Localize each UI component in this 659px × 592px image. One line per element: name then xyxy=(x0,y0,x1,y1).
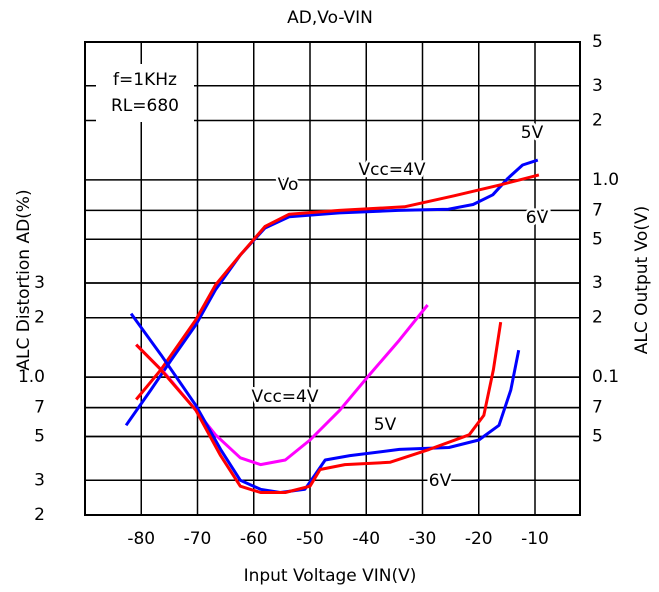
x-tick-label: -80 xyxy=(127,529,155,549)
y2-tick-label: 5 xyxy=(592,32,603,52)
series-label: Vcc=4V xyxy=(251,387,318,407)
y2-tick-label: 3 xyxy=(592,76,603,96)
x-tick-label: -50 xyxy=(296,529,324,549)
note-box xyxy=(96,64,194,122)
x-tick-label: -30 xyxy=(409,529,437,549)
y-tick-label: 5 xyxy=(34,427,45,447)
x-tick-label: -20 xyxy=(465,529,493,549)
y2-tick-label: 1.0 xyxy=(592,170,619,190)
y2-tick-label: 5 xyxy=(592,427,603,447)
series-line xyxy=(124,158,539,427)
x-tick-label: -40 xyxy=(352,529,380,549)
annotation: Vo xyxy=(278,175,299,195)
annotation: Vcc=4V xyxy=(358,160,425,180)
y2-tick-label: 0.1 xyxy=(592,367,619,387)
y2-tick-label: 3 xyxy=(592,273,603,293)
x-tick-label: -70 xyxy=(184,529,212,549)
series-line xyxy=(129,312,521,494)
annotation: RL=680 xyxy=(111,96,179,116)
y2-tick-label: 7 xyxy=(592,398,603,418)
x-tick-label: -60 xyxy=(240,529,268,549)
x-axis-label: Input Voltage VIN(V) xyxy=(244,566,417,586)
y-axis-label: ALC Distortion AD(%) xyxy=(14,189,34,370)
series-line xyxy=(135,321,503,494)
plot-frame xyxy=(84,41,581,516)
y2-tick-label: 5 xyxy=(592,229,603,249)
series-line xyxy=(135,173,540,401)
y-tick-label: 2 xyxy=(34,505,45,525)
y2-tick-label: 2 xyxy=(592,110,603,130)
y-tick-label: 3 xyxy=(34,470,45,490)
annotation: f=1KHz xyxy=(113,70,177,90)
y2-tick-label: 2 xyxy=(592,308,603,328)
chart-title: AD,Vo-VIN xyxy=(287,8,373,28)
series-label: 5V xyxy=(374,415,397,435)
y-tick-label: 7 xyxy=(34,398,45,418)
series-label: 6V xyxy=(526,208,549,228)
y-tick-label: 1.0 xyxy=(18,367,45,387)
series-label: 5V xyxy=(521,123,544,143)
series-label: 6V xyxy=(429,471,452,491)
y-tick-label: 2 xyxy=(34,308,45,328)
y-tick-label: 3 xyxy=(34,273,45,293)
y2-axis-label: ALC Output Vo(V) xyxy=(632,206,652,354)
x-tick-label: -10 xyxy=(521,529,549,549)
y2-tick-label: 7 xyxy=(592,200,603,220)
